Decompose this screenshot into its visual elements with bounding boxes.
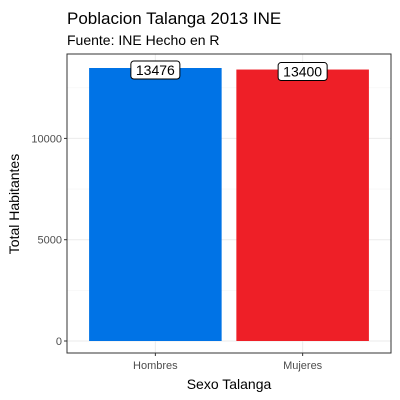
chart-title: Poblacion Talanga 2013 INE: [67, 9, 281, 28]
chart-subtitle: Fuente: INE Hecho en R: [67, 32, 220, 48]
bar-mujeres: [236, 69, 369, 342]
y-tick-label: 10000: [31, 133, 62, 145]
y-axis-title: Total Habitantes: [6, 154, 22, 254]
data-label-box: [130, 60, 181, 80]
y-tick-label: 5000: [38, 235, 62, 247]
data-label-mujeres: 13400: [283, 64, 322, 80]
data-label-hombres: 13476: [136, 62, 175, 78]
y-axis: 0 5000 10000: [31, 133, 67, 348]
data-label-box: [277, 62, 328, 82]
bar-hombres: [89, 68, 222, 341]
x-axis-title: Sexo Talanga: [187, 376, 272, 392]
plot-border: [66, 53, 392, 354]
data-labels: 13476 13400: [130, 60, 328, 82]
y-tick-label: 0: [56, 336, 62, 348]
x-tick-label: Hombres: [133, 360, 178, 372]
bars: [89, 68, 369, 342]
x-axis: Hombres Mujeres: [133, 353, 323, 372]
x-tick-label: Mujeres: [283, 360, 323, 372]
